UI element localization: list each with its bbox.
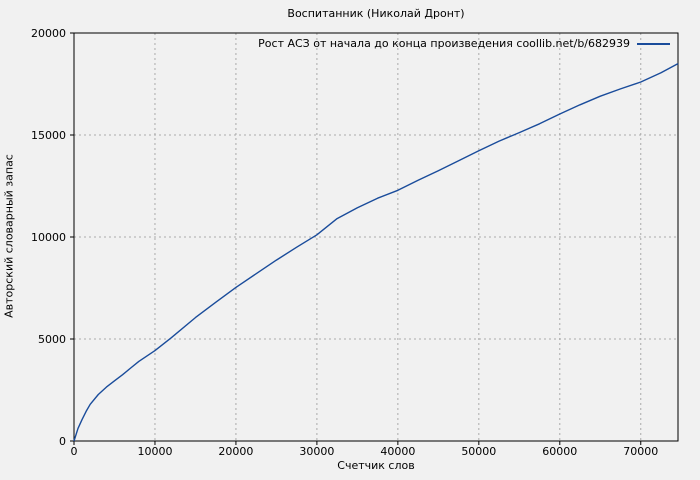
x-tick-label: 50000 [461, 445, 497, 458]
x-tick-label: 0 [70, 445, 78, 458]
x-tick-label: 60000 [542, 445, 578, 458]
y-tick-label: 10000 [31, 230, 66, 244]
x-tick-label: 40000 [380, 445, 416, 458]
x-tick-label: 20000 [218, 445, 254, 458]
x-tick-label: 30000 [299, 445, 335, 458]
y-tick-label: 20000 [31, 26, 66, 40]
y-tick-label: 5000 [38, 332, 66, 346]
legend: Рост АСЗ от начала до конца произведения… [74, 37, 670, 50]
y-tick-label: 0 [59, 434, 66, 448]
x-tick-label: 70000 [623, 445, 659, 458]
x-tick-label: 10000 [137, 445, 173, 458]
legend-label: Рост АСЗ от начала до конца произведения… [258, 37, 630, 50]
legend-line-sample [637, 42, 670, 45]
chart-title: Воспитанник (Николай Дронт) [287, 7, 465, 20]
x-axis-title: Счетчик слов [337, 459, 415, 472]
y-tick-label: 15000 [31, 128, 66, 142]
series-line [73, 62, 679, 442]
